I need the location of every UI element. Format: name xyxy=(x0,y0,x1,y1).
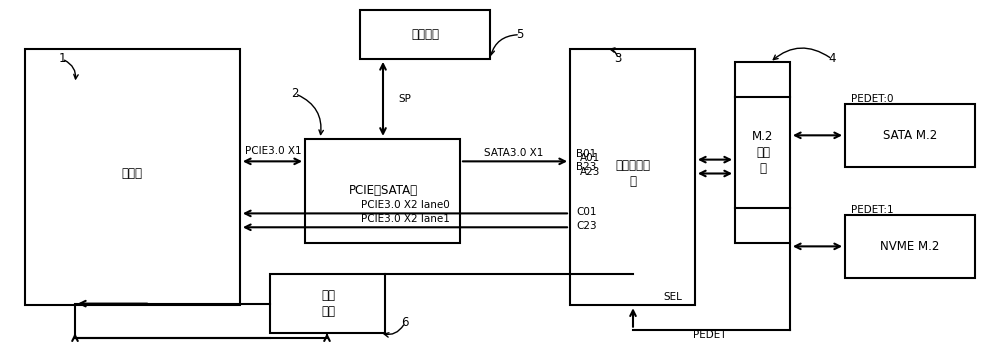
Text: PEDET:1: PEDET:1 xyxy=(851,205,894,215)
Text: PEDET:0: PEDET:0 xyxy=(851,94,894,104)
Text: SP: SP xyxy=(399,94,411,104)
Text: 处理器: 处理器 xyxy=(122,167,143,180)
FancyBboxPatch shape xyxy=(25,49,240,305)
Text: M.2
连接
器: M.2 连接 器 xyxy=(752,130,774,175)
Text: 通道选择单
元: 通道选择单 元 xyxy=(616,159,650,188)
Text: PCIE3.0 X2 lane0: PCIE3.0 X2 lane0 xyxy=(361,200,449,210)
Text: C23: C23 xyxy=(576,221,597,230)
Text: 3: 3 xyxy=(614,52,622,66)
Text: SATA M.2: SATA M.2 xyxy=(883,129,937,142)
Text: A23: A23 xyxy=(580,167,600,177)
Text: PCIE3.0 X2 lane1: PCIE3.0 X2 lane1 xyxy=(361,214,449,223)
Text: SATA3.0 X1: SATA3.0 X1 xyxy=(484,148,544,158)
Text: 4: 4 xyxy=(828,52,836,66)
FancyBboxPatch shape xyxy=(360,10,490,59)
Text: SEL: SEL xyxy=(663,292,682,302)
Text: 存储单元: 存储单元 xyxy=(411,28,439,41)
Text: B01: B01 xyxy=(576,150,596,159)
Text: 1: 1 xyxy=(58,52,66,66)
Text: 5: 5 xyxy=(516,28,524,41)
Text: B23: B23 xyxy=(576,162,596,171)
Text: 供电
单元: 供电 单元 xyxy=(321,289,335,318)
FancyBboxPatch shape xyxy=(270,274,385,333)
Text: A01: A01 xyxy=(580,153,600,163)
Text: PEDET: PEDET xyxy=(693,330,727,340)
FancyBboxPatch shape xyxy=(305,139,460,243)
FancyBboxPatch shape xyxy=(570,49,695,305)
Text: C01: C01 xyxy=(576,207,596,217)
FancyBboxPatch shape xyxy=(845,215,975,278)
Text: PCIE3.0 X1: PCIE3.0 X1 xyxy=(245,146,301,156)
FancyBboxPatch shape xyxy=(845,104,975,167)
FancyBboxPatch shape xyxy=(735,62,790,243)
Text: 6: 6 xyxy=(401,316,409,329)
Text: 2: 2 xyxy=(291,87,299,100)
Text: NVME M.2: NVME M.2 xyxy=(880,240,940,253)
Text: PCIE转SATA桥: PCIE转SATA桥 xyxy=(348,184,418,197)
